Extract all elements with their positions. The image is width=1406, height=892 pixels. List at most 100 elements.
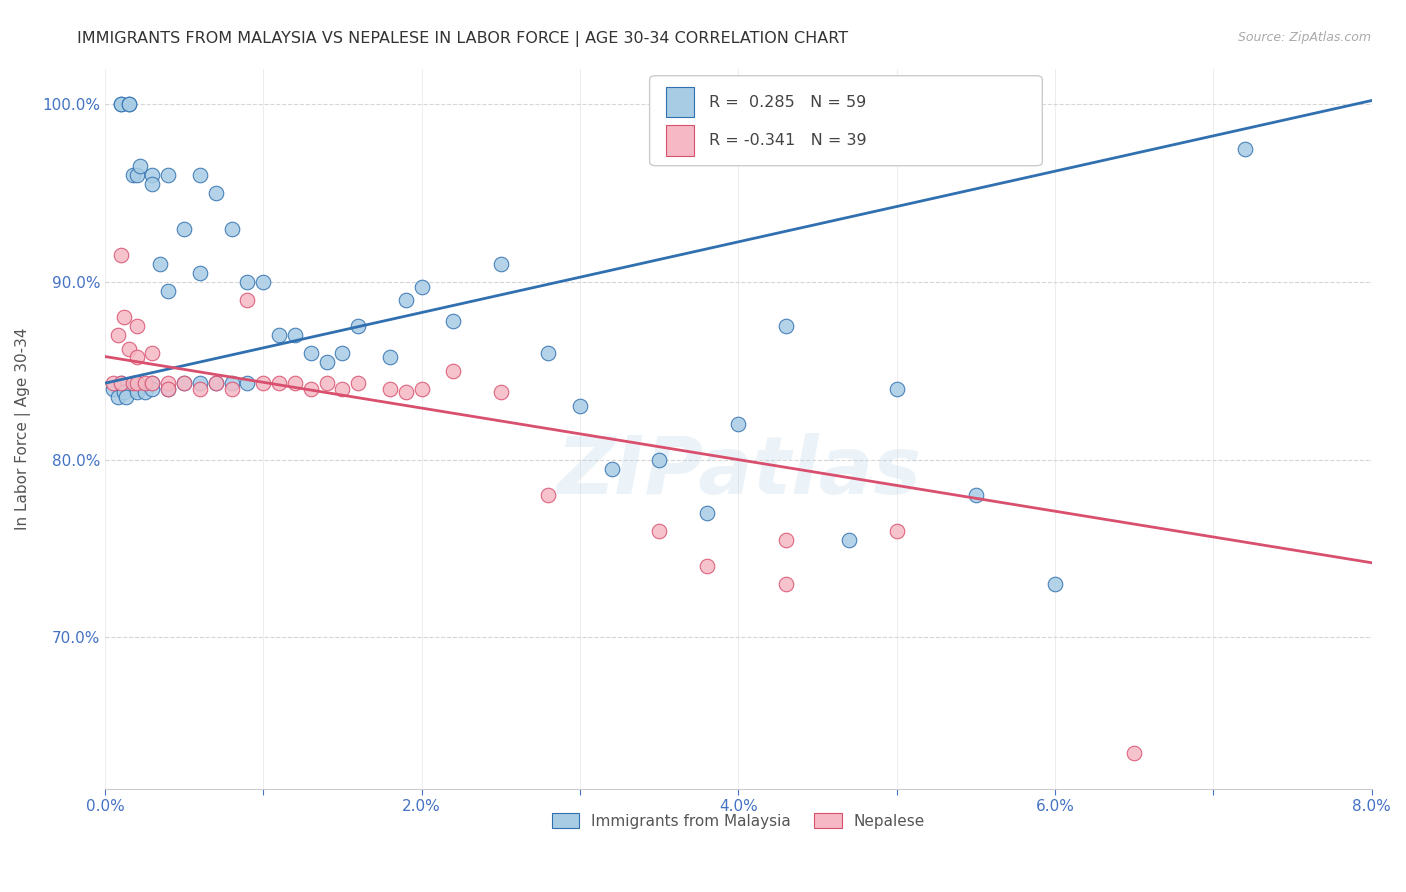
- Point: [489, 385, 512, 400]
- Point: [332, 346, 354, 360]
- Point: [347, 319, 370, 334]
- Point: [107, 328, 129, 343]
- Point: [118, 343, 141, 357]
- Point: [118, 97, 141, 112]
- Point: [141, 376, 163, 391]
- Point: [886, 524, 908, 538]
- Point: [284, 328, 307, 343]
- Point: [110, 248, 132, 262]
- Point: [157, 168, 180, 182]
- Point: [568, 399, 591, 413]
- Point: [173, 376, 195, 391]
- Point: [441, 364, 464, 378]
- Point: [173, 221, 195, 235]
- Point: [696, 559, 718, 574]
- Point: [1043, 577, 1066, 591]
- Point: [648, 452, 671, 467]
- Point: [157, 382, 180, 396]
- Point: [775, 319, 797, 334]
- Point: [125, 350, 148, 364]
- Point: [110, 97, 132, 112]
- Point: [269, 376, 291, 391]
- Text: R = -0.341   N = 39: R = -0.341 N = 39: [709, 133, 866, 148]
- Point: [489, 257, 512, 271]
- Point: [188, 168, 211, 182]
- Point: [221, 382, 243, 396]
- FancyBboxPatch shape: [666, 87, 695, 118]
- Point: [252, 275, 274, 289]
- Point: [221, 221, 243, 235]
- Point: [134, 376, 156, 391]
- Point: [395, 385, 418, 400]
- Point: [378, 382, 401, 396]
- Point: [727, 417, 749, 431]
- Point: [141, 346, 163, 360]
- Point: [141, 376, 163, 391]
- Point: [188, 266, 211, 280]
- Point: [221, 376, 243, 391]
- Point: [1123, 746, 1146, 760]
- Point: [411, 382, 433, 396]
- Point: [101, 382, 124, 396]
- Point: [114, 391, 136, 405]
- Point: [125, 376, 148, 391]
- Point: [252, 376, 274, 391]
- Point: [648, 524, 671, 538]
- Point: [775, 577, 797, 591]
- Point: [107, 391, 129, 405]
- Point: [141, 168, 163, 182]
- Point: [149, 257, 172, 271]
- Point: [128, 159, 150, 173]
- Point: [157, 376, 180, 391]
- Point: [173, 376, 195, 391]
- Point: [204, 376, 226, 391]
- Point: [236, 275, 259, 289]
- Point: [775, 533, 797, 547]
- Point: [134, 385, 156, 400]
- Point: [122, 168, 145, 182]
- Point: [110, 376, 132, 391]
- Point: [411, 280, 433, 294]
- Point: [125, 385, 148, 400]
- Point: [101, 376, 124, 391]
- Point: [125, 382, 148, 396]
- Point: [125, 376, 148, 391]
- FancyBboxPatch shape: [666, 126, 695, 155]
- Point: [965, 488, 987, 502]
- Legend: Immigrants from Malaysia, Nepalese: Immigrants from Malaysia, Nepalese: [546, 807, 931, 835]
- Point: [112, 310, 135, 325]
- Point: [299, 382, 322, 396]
- Point: [110, 376, 132, 391]
- Point: [204, 186, 226, 200]
- Point: [118, 97, 141, 112]
- Point: [299, 346, 322, 360]
- Point: [122, 376, 145, 391]
- Point: [332, 382, 354, 396]
- FancyBboxPatch shape: [650, 76, 1042, 166]
- Point: [378, 350, 401, 364]
- Y-axis label: In Labor Force | Age 30-34: In Labor Force | Age 30-34: [15, 327, 31, 530]
- Point: [600, 461, 623, 475]
- Text: Source: ZipAtlas.com: Source: ZipAtlas.com: [1237, 31, 1371, 45]
- Point: [112, 385, 135, 400]
- Point: [204, 376, 226, 391]
- Point: [125, 319, 148, 334]
- Point: [696, 506, 718, 520]
- Point: [157, 382, 180, 396]
- Text: IMMIGRANTS FROM MALAYSIA VS NEPALESE IN LABOR FORCE | AGE 30-34 CORRELATION CHAR: IMMIGRANTS FROM MALAYSIA VS NEPALESE IN …: [77, 31, 848, 47]
- Point: [284, 376, 307, 391]
- Point: [110, 97, 132, 112]
- Text: ZIPatlas: ZIPatlas: [555, 433, 921, 511]
- Point: [315, 376, 337, 391]
- Point: [537, 488, 560, 502]
- Point: [347, 376, 370, 391]
- Point: [188, 382, 211, 396]
- Point: [125, 168, 148, 182]
- Point: [141, 382, 163, 396]
- Point: [395, 293, 418, 307]
- Point: [315, 355, 337, 369]
- Point: [236, 376, 259, 391]
- Point: [236, 293, 259, 307]
- Point: [838, 533, 860, 547]
- Point: [886, 382, 908, 396]
